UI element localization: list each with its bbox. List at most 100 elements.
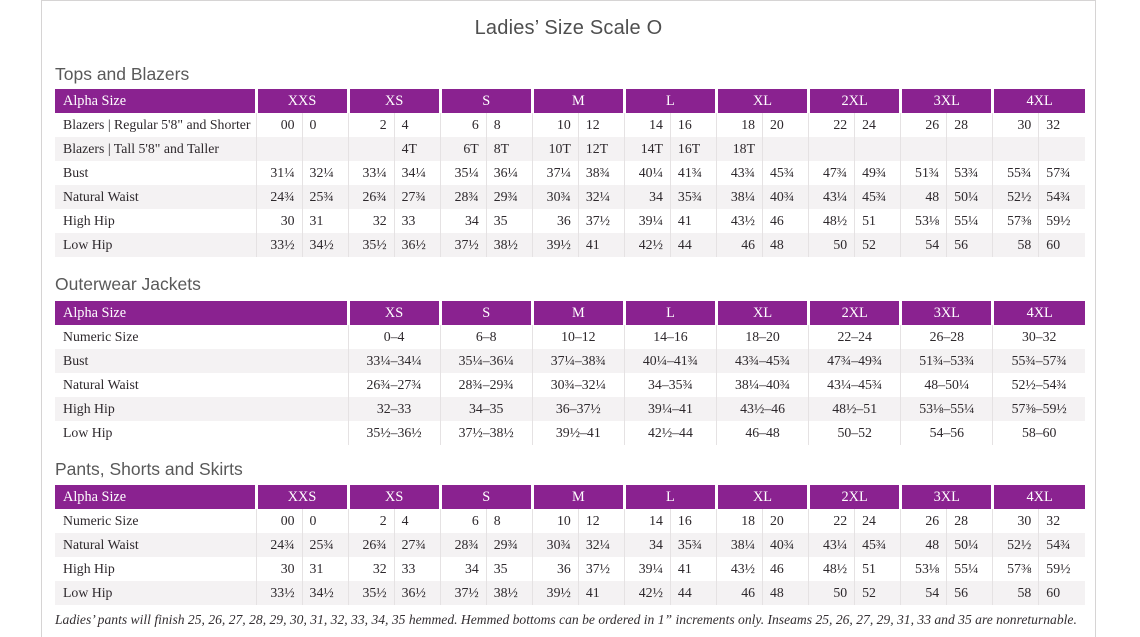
cell: 46: [762, 209, 809, 233]
table-row: Natural Waist 24¾ 25¾ 26¾ 27¾ 28¾ 29¾ 30¾ 32¼ 34 3…: [55, 533, 1085, 557]
size-header-xs: XS: [346, 301, 441, 325]
cell: 58–60: [992, 421, 1085, 445]
cell: 41: [577, 581, 625, 605]
cell: [946, 137, 993, 161]
cell: 46–48: [715, 421, 809, 445]
table-row: Numeric Size 0–4 6–8 10–12 14–16 18–20 22–24 26…: [55, 325, 1085, 349]
cell: 54¾: [1038, 533, 1085, 557]
cell: 28: [946, 113, 993, 137]
cell: 52½: [992, 533, 1039, 557]
cell: 59½: [1038, 209, 1085, 233]
cell: 25¾: [301, 185, 349, 209]
cell: 55¾: [992, 161, 1039, 185]
cell: 39½–41: [531, 421, 625, 445]
row-label: Bust: [63, 165, 89, 180]
cell: 30¾–32¼: [531, 373, 625, 397]
cell: 10: [531, 113, 579, 137]
cell: 58: [992, 581, 1039, 605]
cell: 35½: [347, 233, 395, 257]
cell: 52½–54¾: [992, 373, 1085, 397]
cell: 6T: [439, 137, 487, 161]
cell: 31: [301, 209, 349, 233]
size-header-m: M: [530, 89, 625, 113]
cell: 37¼–38¾: [531, 349, 625, 373]
cell: 12: [577, 509, 625, 533]
size-header-xs: XS: [346, 485, 441, 509]
footnote: Ladies’ pants will finish 25, 26, 27, 28…: [55, 612, 1077, 627]
cell: 18: [715, 113, 763, 137]
cell: 30¾: [531, 185, 579, 209]
cell: 32: [1038, 113, 1085, 137]
cell: 34–35: [439, 397, 533, 421]
cell: 59½: [1038, 557, 1085, 581]
table-row: Blazers | Tall 5'8" and Taller 4T 6T 8T 10T 1…: [55, 137, 1085, 161]
cell: 26¾: [347, 185, 395, 209]
cell: 40¾: [762, 185, 809, 209]
cell: 36: [531, 557, 579, 581]
cell: 40¼–41¾: [623, 349, 717, 373]
cell: 50¼: [946, 185, 993, 209]
cell: 41: [577, 233, 625, 257]
cell: 18–20: [715, 325, 809, 349]
cell: 51¾–53¾: [900, 349, 993, 373]
table-row: Low Hip 33½ 34½ 35½ 36½ 37½ 38½ 39½ 41 42½ 44 46 48 5…: [55, 233, 1085, 257]
size-header-m: M: [530, 485, 625, 509]
cell: 41: [669, 557, 717, 581]
cell: 00: [255, 113, 303, 137]
cell: 24¾: [255, 533, 303, 557]
cell: 20: [762, 113, 809, 137]
cell: 31: [301, 557, 349, 581]
cell: 38¼: [715, 533, 763, 557]
cell: 10: [531, 509, 579, 533]
row-label: Bust: [55, 349, 348, 373]
cell: [854, 137, 901, 161]
cell: 43¼–45¾: [808, 373, 901, 397]
cell: 50: [808, 581, 855, 605]
alpha-size-header: Alpha Size: [55, 301, 348, 325]
cell: 42½: [623, 233, 671, 257]
cell: 34: [623, 533, 671, 557]
cell: 40¼: [623, 161, 671, 185]
cell: 36½: [393, 233, 441, 257]
cell: 30–32: [992, 325, 1085, 349]
cell: 16: [669, 509, 717, 533]
size-header-l: L: [622, 89, 717, 113]
cell: 35½: [347, 581, 395, 605]
cell: 60: [1038, 581, 1085, 605]
size-header-xxs: XXS: [254, 485, 349, 509]
cell: 34½: [301, 581, 349, 605]
cell: 43¼: [808, 533, 855, 557]
cell: 57¾: [1038, 161, 1085, 185]
cell: 32¼: [301, 161, 349, 185]
row-label: Low Hip: [55, 581, 256, 605]
outerwear-jackets-table-holder: Alpha Size XS S M L XL 2XL 3XL 4XL Numeric Size 0–…: [55, 301, 1085, 445]
cell: 52: [854, 581, 901, 605]
cell: 00: [255, 509, 303, 533]
cell: 28¾: [439, 533, 487, 557]
cell: 14: [623, 509, 671, 533]
pants-shorts-and-skirts-table-holder: Alpha Size XXS XS S M L XL 2XL 3XL 4XL Numeric Siz…: [55, 485, 1085, 605]
size-header-4xl: 4XL: [991, 485, 1085, 509]
cell: 33: [393, 557, 441, 581]
cell: 37¼: [531, 161, 579, 185]
table-row: Bust 33¼–34¼ 35¼–36¼ 37¼–38¾ 40¼–41¾ 43¾–45¾ 4…: [55, 349, 1085, 373]
pants-shorts-and-skirts-table: Alpha Size XXS XS S M L XL 2XL 3XL 4XL Numeric Siz…: [55, 485, 1085, 605]
cell: 4T: [393, 137, 441, 161]
row-label: High Hip: [63, 213, 115, 228]
size-header-4xl: 4XL: [991, 89, 1085, 113]
tops-and-blazers-table: Alpha Size XXS XS S M L XL 2XL 3XL 4XL Blazers | R…: [55, 89, 1085, 257]
cell: 35¾: [669, 533, 717, 557]
size-header-4xl: 4XL: [991, 301, 1085, 325]
cell: 34: [439, 557, 487, 581]
row-label: Natural Waist: [63, 377, 139, 392]
cell: 4: [393, 113, 441, 137]
size-header-l: L: [622, 301, 717, 325]
table-row: Natural Waist 24¾ 25¾ 26¾ 27¾ 28¾ 29¾ 30¾ 32¼ 34 3…: [55, 185, 1085, 209]
cell: 24¾: [255, 185, 303, 209]
size-header-s: S: [438, 301, 533, 325]
table-row: Natural Waist 26¾–27¾ 28¾–29¾ 30¾–32¼ 34–35¾…: [55, 373, 1085, 397]
table-row: High Hip 32–33 34–35 36–37½ 39¼–41 43½–46 48½–…: [55, 397, 1085, 421]
cell: 22–24: [808, 325, 901, 349]
cell: [992, 137, 1039, 161]
cell: 4: [393, 509, 441, 533]
